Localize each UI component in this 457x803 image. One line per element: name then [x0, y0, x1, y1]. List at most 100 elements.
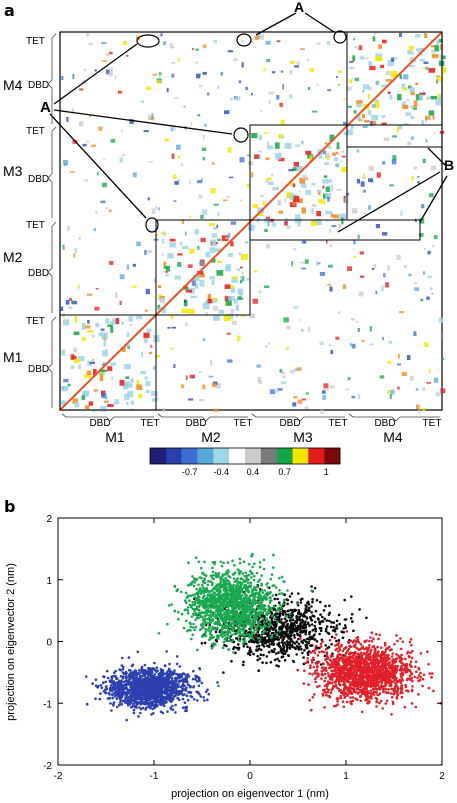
scatter-point-1364: [162, 685, 166, 688]
scatter-point-1870: [272, 643, 275, 647]
heatmap-cell-656: [373, 264, 377, 269]
scatter-point-3541: [219, 611, 222, 615]
scatter-point-1515: [297, 592, 300, 595]
scatter-point-1333: [161, 697, 164, 701]
heatmap-cell-36: [107, 366, 113, 372]
scatter-point-2541: [220, 564, 224, 568]
scatter-point-1242: [141, 692, 144, 695]
scatter-point-3550: [235, 606, 238, 610]
heatmap-cell-650: [293, 248, 297, 251]
scatter-point-2716: [230, 622, 233, 626]
scatter-point-2268: [282, 647, 286, 651]
heatmap-cell-541: [317, 199, 323, 204]
heatmap-cell-616: [69, 297, 72, 302]
bottom-brace-m2: [157, 413, 248, 422]
scatter-point-1538: [331, 652, 334, 655]
heatmap-cell-220: [275, 152, 282, 160]
heatmap-cell-628: [430, 165, 436, 171]
heatmap-cell-739: [198, 73, 201, 77]
scatter-point-1336: [181, 687, 184, 691]
scatter-point-1753: [296, 604, 300, 607]
heatmap-cell-694: [227, 147, 232, 153]
arrow-b-2: [337, 171, 441, 233]
heatmap-cell-486: [102, 60, 108, 62]
scatter-point-2337: [224, 576, 227, 580]
scatter-point-2979: [244, 596, 248, 600]
heatmap-cell-266: [293, 161, 299, 167]
heatmap-cell-290: [419, 58, 425, 62]
heatmap-cell-752: [282, 84, 284, 90]
heatmap-cell-625: [340, 160, 342, 163]
scatter-point-3537: [263, 624, 267, 627]
scatter-point-1306: [143, 674, 147, 678]
scatter-point-1385: [143, 678, 146, 681]
heatmap-cell-186: [278, 210, 283, 214]
heatmap-cell-596: [385, 282, 390, 288]
scatter-point-3187: [208, 625, 211, 628]
scatter-point-1261: [85, 702, 89, 706]
scatter-point-1522: [269, 660, 273, 664]
scatter-point-3680: [227, 570, 230, 573]
heatmap-cell-353: [354, 46, 358, 49]
scatter-point-3674: [235, 611, 238, 615]
scatter-point-1301: [147, 688, 150, 692]
scatter-point-2279: [294, 608, 298, 612]
heatmap-cell-758: [132, 263, 136, 267]
bottom-brace-m3: [251, 413, 345, 422]
scatter-point-1975: [277, 638, 281, 641]
scatter-point-1592: [329, 625, 333, 629]
heatmap-cell-775: [423, 342, 429, 347]
heatmap-cell-561: [73, 347, 78, 353]
scatter-point-2175: [290, 631, 294, 634]
scatter-point-3579: [230, 601, 233, 604]
heatmap-cell-325: [375, 53, 383, 57]
heatmap-cell-235: [344, 197, 349, 204]
scatter-point-2718: [236, 625, 239, 628]
scatter-point-3892: [331, 678, 334, 682]
scatter-point-3107: [209, 636, 212, 639]
scatter-point-3540: [193, 610, 196, 613]
scatter-point-1349: [136, 650, 140, 654]
scatter-point-3786: [376, 645, 379, 649]
scatter-point-1973: [298, 618, 302, 622]
scatter-point-335: [121, 656, 124, 660]
heatmap-cell-738: [267, 141, 270, 146]
scatter-point-1236: [146, 677, 149, 680]
heatmap-cell-505: [155, 354, 161, 358]
scatter-point-1803: [365, 616, 368, 620]
scatter-point-3683: [210, 647, 214, 650]
scatter-point-2609: [258, 590, 262, 593]
heatmap-cell-676: [341, 155, 346, 158]
heatmap-cell-183: [341, 167, 348, 172]
heatmap-cell-862: [351, 208, 358, 214]
heatmap-cell-332: [395, 57, 398, 60]
heatmap-cell-507: [136, 241, 141, 247]
heatmap-cell-25: [72, 356, 77, 360]
scatter-point-1564: [246, 645, 249, 649]
scatter-point-3817: [328, 638, 332, 642]
scatter-point-2220: [291, 624, 294, 627]
heatmap-cell-67: [67, 383, 71, 387]
scatter-point-3502: [238, 590, 242, 594]
scatter-point-3637: [189, 625, 193, 629]
heatmap-cell-510: [163, 266, 168, 270]
heatmap-cell-614: [166, 87, 169, 93]
heatmap-cell-849: [71, 300, 74, 304]
scatter-point-2245: [277, 617, 281, 620]
scatter-point-3041: [260, 605, 263, 609]
heatmap-cell-32: [144, 376, 148, 380]
scatter-point-3452: [310, 589, 313, 592]
heatmap-cell-474: [72, 140, 78, 144]
heatmap-cell-337: [356, 100, 363, 104]
heatmap-cell-409: [437, 368, 440, 371]
scatter-point-3658: [217, 571, 221, 575]
scatter-point-3073: [282, 580, 286, 583]
heatmap-cell-430: [327, 264, 333, 268]
heatmap-cell-734: [217, 85, 220, 89]
scatter-point-3216: [231, 559, 234, 563]
heatmap-cell-751: [67, 225, 70, 231]
scatter-point-3687: [240, 597, 244, 601]
scatter-point-1314: [153, 691, 157, 695]
scatter-point-3426: [269, 577, 273, 581]
scatter-point-3451: [225, 588, 228, 591]
